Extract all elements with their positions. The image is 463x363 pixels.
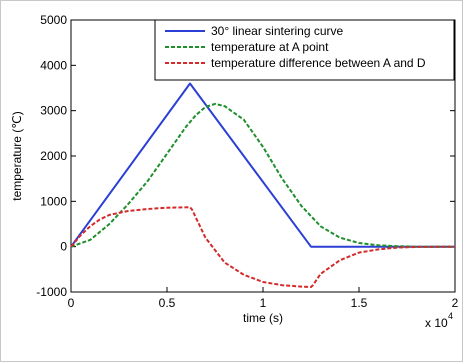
y-tick-label: 1000 — [40, 194, 67, 208]
x-axis-label: time (s) — [243, 311, 283, 325]
y-tick-label: 5000 — [40, 13, 67, 27]
y-axis-label: temperature (℃) — [10, 111, 24, 201]
series-line-3 — [70, 206, 456, 288]
legend-entry: temperature difference between A and D — [211, 56, 426, 70]
x-tick-label: 1.5 — [351, 296, 368, 310]
series-group — [70, 82, 456, 288]
x-axis-multiplier-exp: 4 — [448, 311, 453, 321]
x-tick-label: 0 — [68, 296, 75, 310]
legend-entry: 30° linear sintering curve — [211, 24, 344, 38]
x-tick-label: 1 — [260, 296, 267, 310]
y-tick-label: 3000 — [40, 104, 67, 118]
x-tick-label: 2 — [452, 296, 459, 310]
x-axis-multiplier: x 10 — [425, 316, 448, 330]
series-line-1 — [70, 82, 455, 248]
x-tick-label: 0.5 — [159, 296, 176, 310]
series-line-2 — [70, 102, 455, 248]
y-tick-label: 2000 — [40, 149, 67, 163]
y-tick-label: 0 — [60, 240, 67, 254]
y-tick-label: 4000 — [40, 58, 67, 72]
legend: 30° linear sintering curve temperature at… — [154, 19, 455, 81]
legend-entry: temperature at A point — [211, 40, 329, 54]
y-tick-label: -1000 — [36, 285, 67, 299]
